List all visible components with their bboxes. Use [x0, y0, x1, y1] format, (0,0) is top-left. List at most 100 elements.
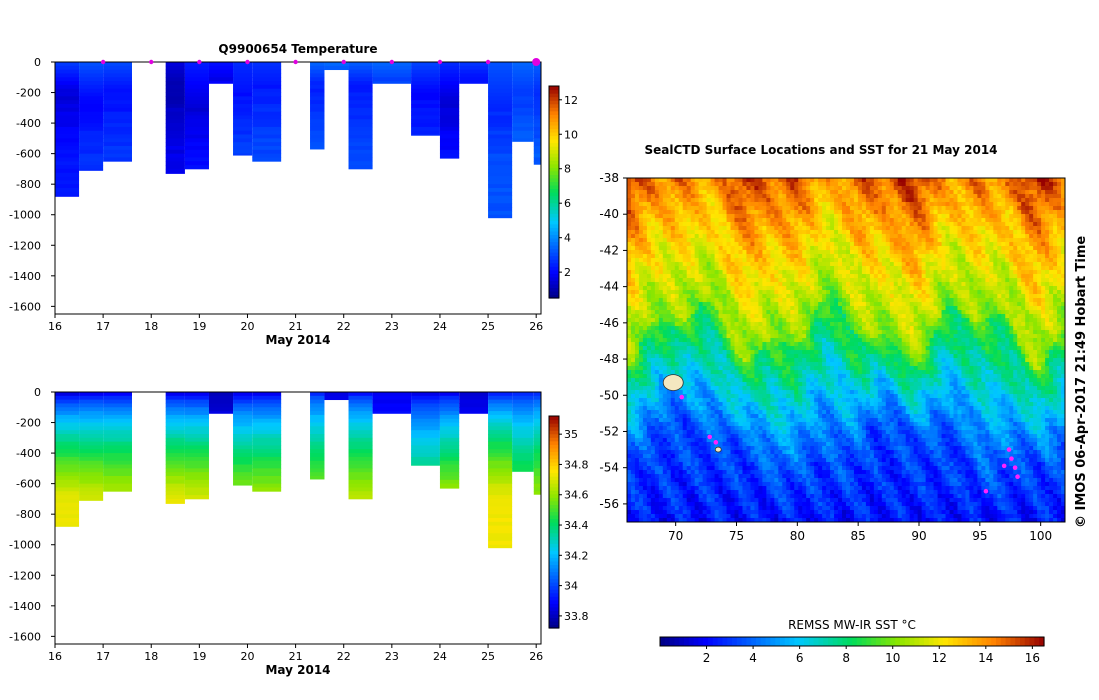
sal-cell — [488, 453, 513, 458]
sst-cell — [774, 330, 779, 335]
temp-cell — [488, 130, 513, 135]
sst-cell — [690, 386, 696, 391]
sst-cell — [718, 486, 724, 491]
sst-cell — [690, 402, 696, 407]
sst-cell — [627, 466, 632, 471]
sst-cell — [718, 382, 724, 387]
sst-cell — [738, 254, 743, 259]
sst-cell — [738, 178, 743, 183]
colorbar-cell — [549, 128, 559, 133]
sst-cell — [698, 266, 704, 271]
temp-surface-marker — [437, 59, 443, 65]
sst-cell — [714, 278, 720, 283]
sst-cell — [642, 486, 648, 491]
sal-cell — [55, 434, 80, 439]
temp-cell — [252, 69, 282, 74]
sst-cell — [790, 342, 795, 347]
sst-cell — [734, 506, 739, 511]
sst-cell — [798, 470, 803, 475]
sst-cell — [634, 290, 640, 295]
sst-cell — [734, 378, 739, 383]
sst-cell — [638, 290, 644, 295]
sst-cell — [794, 258, 799, 263]
sst-cell — [650, 182, 656, 187]
sst-cell — [634, 374, 640, 379]
sst-cell — [686, 502, 692, 507]
sst-cell — [774, 326, 779, 331]
sst-cell — [694, 434, 700, 439]
sst-cell — [758, 202, 763, 207]
sst-cell — [758, 514, 763, 519]
sst-cell — [714, 430, 720, 435]
sst-cell — [770, 318, 775, 323]
sst-cell — [670, 458, 676, 463]
sst-cell — [798, 222, 803, 227]
sal-cell — [488, 464, 513, 469]
sst-cell — [758, 362, 763, 367]
sst-cell — [630, 398, 636, 403]
sst-cell — [718, 322, 724, 327]
sst-cell — [766, 514, 771, 519]
sst-cell — [630, 450, 636, 455]
sst-cell — [726, 246, 732, 251]
sst-cell — [682, 262, 688, 267]
sst-cell — [706, 514, 712, 519]
sst-cell — [662, 206, 668, 211]
colorbar-cell — [549, 564, 559, 569]
temp-cell — [411, 123, 440, 128]
sst-cell — [634, 494, 640, 499]
sst-cell — [718, 358, 724, 363]
sst-cell — [674, 334, 680, 339]
sst-cell — [646, 454, 652, 459]
sst-cell — [786, 250, 791, 255]
sst-cell — [722, 282, 728, 287]
sal-cell — [55, 445, 80, 450]
sst-cell — [794, 458, 799, 463]
sst-cell — [718, 466, 724, 471]
sst-cell — [790, 506, 795, 511]
sst-cell — [650, 474, 656, 479]
sst-cell — [798, 218, 803, 223]
sst-cell — [762, 270, 767, 275]
sal-cell — [488, 502, 513, 507]
temp-cell — [165, 134, 185, 139]
temp-cell — [310, 88, 325, 93]
sst-cell — [674, 426, 680, 431]
sst-cell — [654, 286, 660, 291]
sst-cell — [754, 322, 759, 327]
sst-cell — [742, 318, 747, 323]
sal-cell — [310, 434, 325, 439]
temp-cell — [184, 126, 209, 132]
sal-profile — [55, 392, 80, 527]
sst-cell — [662, 226, 668, 231]
sst-cell — [686, 454, 692, 459]
sal-cell — [233, 422, 253, 427]
sst-cell — [802, 514, 807, 519]
sst-cell — [758, 198, 763, 203]
sst-cell — [738, 250, 743, 255]
temp-cell — [533, 73, 541, 78]
sst-cell — [627, 350, 632, 355]
sst-cell — [702, 258, 708, 263]
sst-cell — [774, 370, 779, 375]
sst-cell — [794, 206, 799, 211]
sst-cell — [646, 390, 652, 395]
sst-cell — [802, 346, 807, 351]
sst-cell — [650, 450, 656, 455]
sst-cell — [746, 274, 751, 279]
sst-cell — [770, 506, 775, 511]
sst-cell — [702, 238, 708, 243]
colorbar-cell — [549, 131, 559, 137]
sst-cell — [658, 242, 664, 247]
sst-cell — [690, 506, 696, 511]
sst-cell — [627, 494, 632, 499]
sst-cell — [726, 214, 732, 219]
sst-cell — [638, 190, 644, 195]
sst-cell — [670, 342, 676, 347]
sst-cell — [662, 354, 668, 359]
colorbar-cell — [549, 174, 559, 179]
sst-cell — [754, 266, 759, 271]
sst-cell — [762, 262, 767, 267]
sst-cell — [770, 482, 775, 487]
sst-cell — [686, 178, 692, 183]
